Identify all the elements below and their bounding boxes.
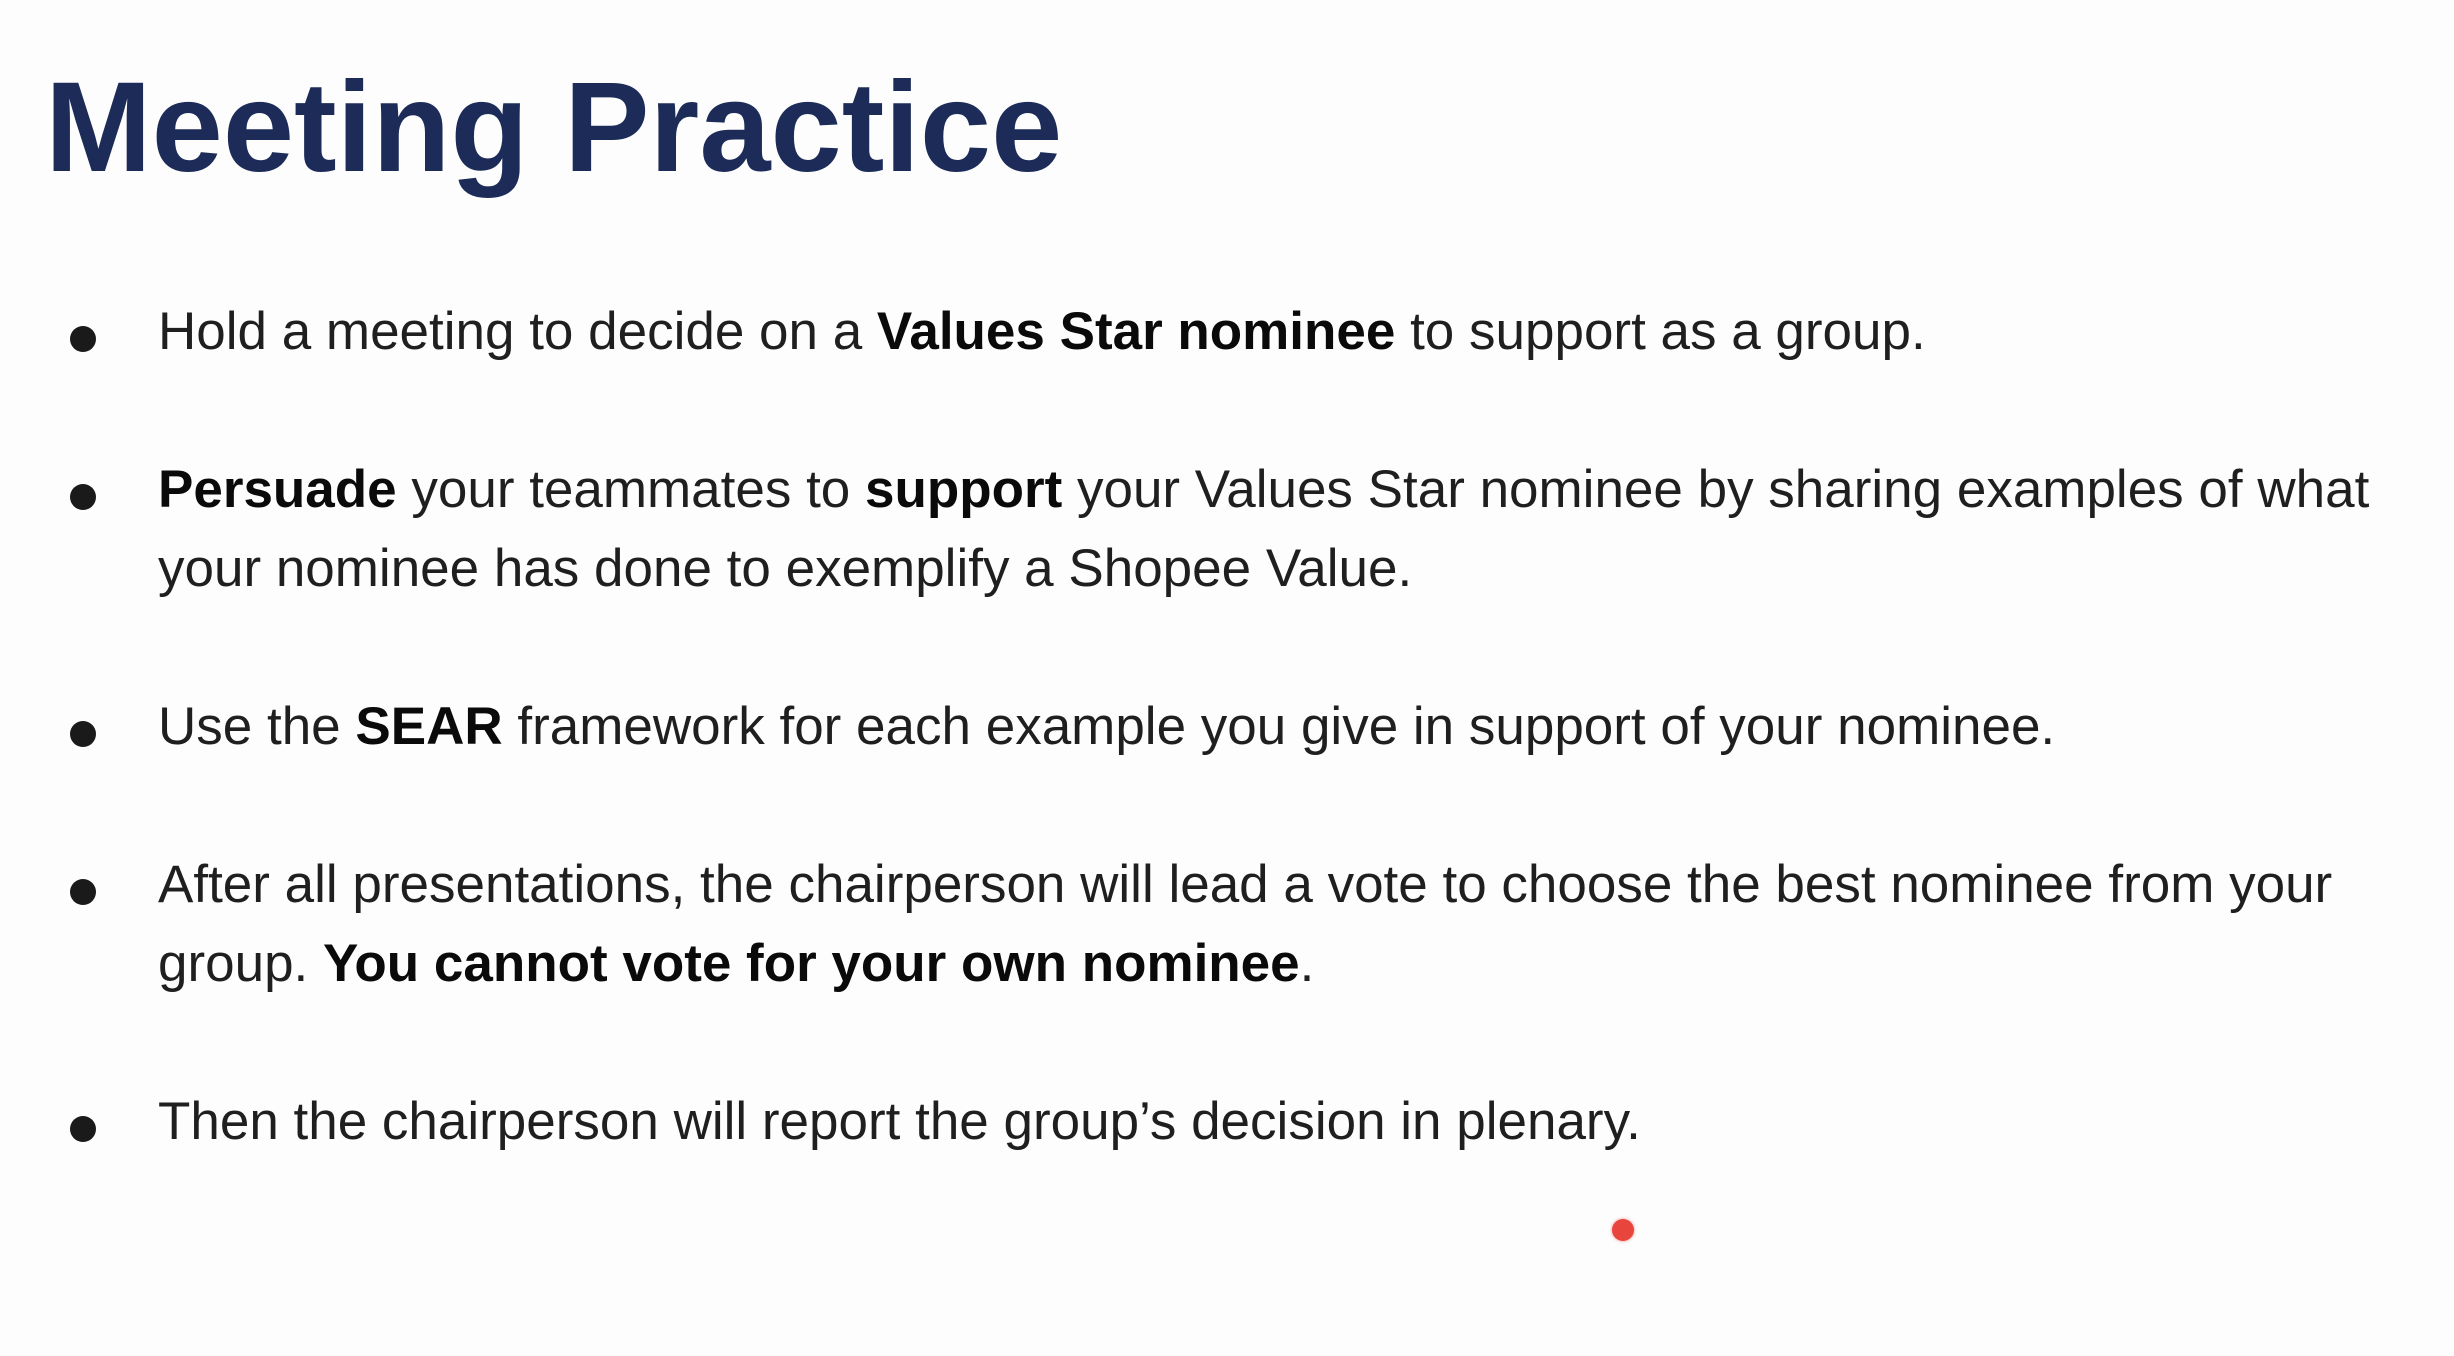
bullet-text: Then the chairperson will report the gro…	[158, 1082, 2398, 1161]
text-segment: framework for each example you give in s…	[502, 697, 2056, 756]
bold-text-segment: Persuade	[158, 460, 397, 519]
text-segment: to support as a group.	[1395, 302, 1926, 361]
slide-title: Meeting Practice	[45, 56, 1063, 199]
bullet-text: Persuade your teammates to support your …	[158, 450, 2398, 608]
text-segment: After all presentations, the chairperson…	[158, 855, 2333, 993]
bullet-point-icon	[70, 1116, 96, 1142]
text-segment: Use the	[158, 697, 356, 756]
bold-text-segment: SEAR	[355, 697, 503, 756]
bold-text-segment: You cannot vote for your own nominee	[323, 934, 1300, 993]
bold-text-segment: support	[865, 460, 1063, 519]
bullet-point-icon	[70, 879, 96, 905]
bullet-text: Use the SEAR framework for each example …	[158, 687, 2398, 766]
bullet-text: Hold a meeting to decide on a Values Sta…	[158, 292, 2398, 371]
text-segment: .	[1299, 934, 1315, 993]
bold-text-segment: Values Star nominee	[876, 302, 1396, 361]
text-segment: Then the chairperson will report the gro…	[158, 1092, 1641, 1151]
bullet-point-icon	[70, 484, 96, 510]
laser-pointer-dot	[1612, 1219, 1634, 1241]
text-segment: your Values Star nominee by sharing exam…	[158, 460, 2370, 598]
text-segment: Hold a meeting to decide on a	[158, 302, 877, 361]
bullet-point-icon	[70, 721, 96, 747]
bullet-text: After all presentations, the chairperson…	[158, 845, 2398, 1003]
bullet-point-icon	[70, 326, 96, 352]
text-segment: your teammates to	[396, 460, 865, 519]
